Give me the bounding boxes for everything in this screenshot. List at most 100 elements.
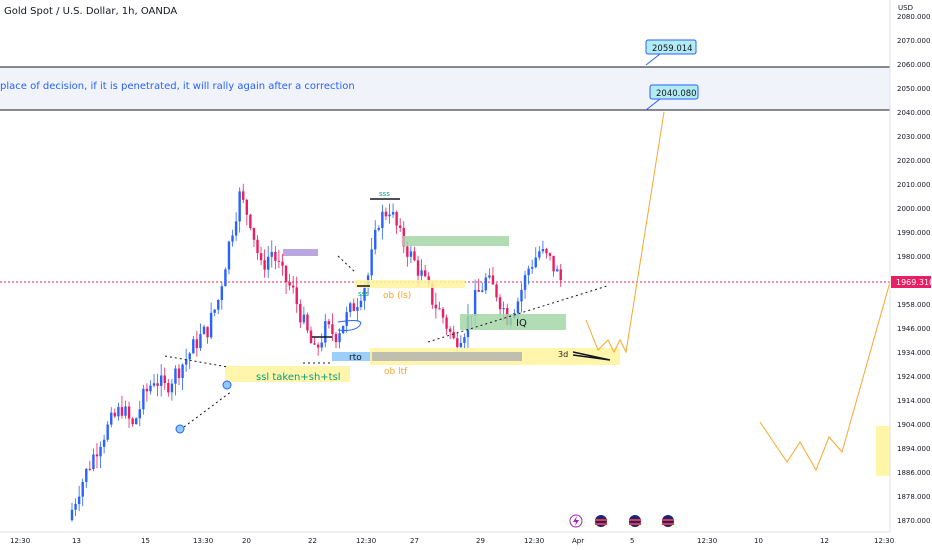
candle-body xyxy=(423,270,427,277)
candle-body xyxy=(306,314,309,331)
x-tick-label: 12 xyxy=(820,537,829,545)
time-axis[interactable]: 12:30 13 15 13:30 20 22 12:30 27 29 12:30 Apr 5 12:3… xyxy=(10,537,894,545)
candle-body xyxy=(156,383,159,386)
x-tick-label: 15 xyxy=(141,537,150,545)
candle-body xyxy=(152,383,156,386)
candle-body xyxy=(92,454,95,470)
candle-body xyxy=(291,285,295,288)
x-tick-label: 27 xyxy=(410,537,419,545)
candle-body xyxy=(88,468,92,470)
us-flag-icon[interactable] xyxy=(595,515,607,527)
callout-2059: 2059.014 xyxy=(645,39,697,66)
y-tick-label: 1878.000 xyxy=(897,493,930,501)
candle-body xyxy=(177,368,181,378)
candle-body xyxy=(463,337,466,343)
trendline-4 xyxy=(337,255,356,273)
candle-body xyxy=(502,308,505,310)
candle-body xyxy=(231,235,234,242)
x-tick-label: 12:30 xyxy=(10,537,30,545)
candle-body xyxy=(545,249,548,254)
trendline-2 xyxy=(179,390,233,431)
candle-body xyxy=(249,214,252,229)
candle-body xyxy=(267,256,270,270)
x-tick-label: 13:30 xyxy=(193,537,213,545)
candle-body xyxy=(70,509,74,521)
candle-body xyxy=(102,439,106,447)
candle-body xyxy=(409,251,413,257)
candle-body xyxy=(217,299,220,310)
candle-body xyxy=(445,317,448,329)
candle-body xyxy=(541,249,545,252)
candle-body xyxy=(523,275,527,290)
candle-body xyxy=(85,468,88,482)
green-zone-iq xyxy=(460,314,566,330)
y-tick-label: 2040.000 xyxy=(897,109,930,117)
y-tick-label: 1914.000 xyxy=(897,397,930,405)
candle-body xyxy=(224,269,227,287)
candle-body xyxy=(117,407,120,417)
candle-body xyxy=(99,446,102,457)
y-tick-label: 2010.000 xyxy=(897,181,930,189)
x-tick-label: 13 xyxy=(72,537,81,545)
y-tick-label: 1946.000 xyxy=(897,325,930,333)
three-d-label: 3d xyxy=(558,350,568,359)
candle-body xyxy=(95,454,99,457)
y-tick-label: 2080.000 xyxy=(897,13,930,21)
iq-label: IQ xyxy=(516,318,527,329)
candle-body xyxy=(345,312,348,326)
svg-text:1969.310: 1969.310 xyxy=(896,278,932,287)
candle-body xyxy=(477,290,480,292)
candle-body xyxy=(324,321,327,343)
candle-body xyxy=(530,267,534,269)
candle-body xyxy=(277,260,281,262)
candle-body xyxy=(195,339,199,349)
sss-top-label: sss xyxy=(379,190,390,198)
candle-body xyxy=(377,227,380,230)
us-flag-icon[interactable] xyxy=(662,515,674,527)
candle-body xyxy=(213,309,216,313)
candle-body xyxy=(206,326,209,338)
wedge-shape xyxy=(572,351,611,361)
candle-body xyxy=(131,418,134,425)
candle-body xyxy=(234,221,238,236)
candle-body xyxy=(434,304,438,309)
chart-title: Gold Spot / U.S. Dollar, 1h, OANDA xyxy=(4,6,178,17)
candle-body xyxy=(356,307,359,311)
candle-body xyxy=(163,375,166,384)
candle-body xyxy=(199,334,202,349)
candle-body xyxy=(127,406,131,419)
candle-body xyxy=(174,368,177,384)
x-tick-label: 22 xyxy=(308,537,317,545)
y-tick-label: 1958.000 xyxy=(897,301,930,309)
lightning-icon[interactable] xyxy=(569,514,583,528)
candle-body xyxy=(316,344,320,348)
candle-body xyxy=(192,339,195,354)
price-axis[interactable]: 2080.000 2070.000 2060.000 2050.000 2040.000… xyxy=(897,13,930,525)
candle-body xyxy=(481,290,484,292)
y-tick-label: 1980.000 xyxy=(897,253,930,261)
candle-body xyxy=(120,407,124,416)
candle-body xyxy=(284,265,288,282)
ob-ls-label: ob (ls) xyxy=(383,291,411,301)
projection-path-1 xyxy=(585,111,665,354)
candle-body xyxy=(359,300,363,308)
future-zone xyxy=(876,426,890,476)
candle-body xyxy=(534,257,537,268)
decision-annotation: place of decision, if it is penetrated, … xyxy=(0,81,355,92)
candle-body xyxy=(159,375,163,386)
candle-body xyxy=(209,312,213,338)
candles-group xyxy=(70,183,562,522)
candle-body xyxy=(238,191,241,222)
candle-body xyxy=(320,342,323,348)
candle-body xyxy=(452,331,455,339)
trendline-1 xyxy=(164,355,229,368)
candle-body xyxy=(388,214,391,217)
candle-body xyxy=(427,276,430,284)
candle-body xyxy=(448,328,452,332)
candle-body xyxy=(381,211,384,228)
candle-body xyxy=(245,199,249,215)
candle-body xyxy=(349,303,352,313)
us-flag-icon[interactable] xyxy=(629,515,641,527)
x-tick-label: Apr xyxy=(572,537,584,545)
